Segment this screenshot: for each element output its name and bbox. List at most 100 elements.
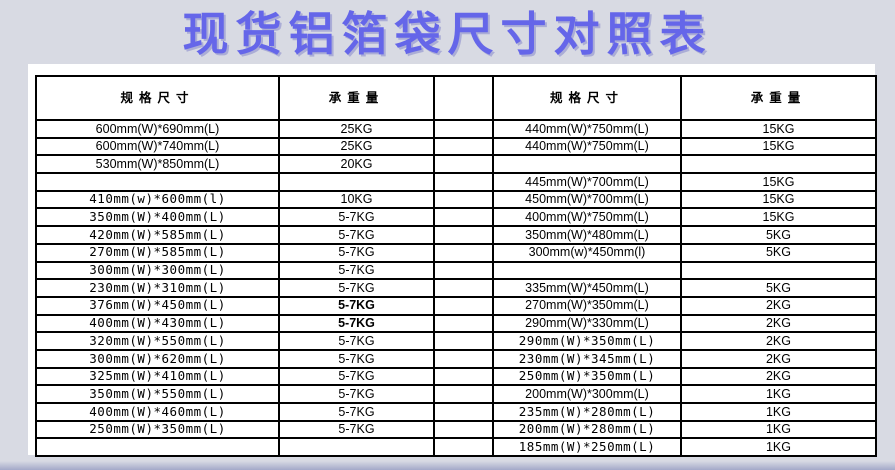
table-row: 530mm(W)*850mm(L) 20KG bbox=[35, 154, 877, 175]
left-spec-cell: 400mm(W)*460mm(L) bbox=[35, 402, 280, 422]
left-weight-cell: 5-7KG bbox=[278, 384, 435, 404]
table-row: 250mm(W)*350mm(L) 5-7KG 200mm(W)*280mm(L) 1… bbox=[35, 419, 877, 440]
left-spec-cell: 325mm(W)*410mm(L) bbox=[35, 366, 280, 387]
spacer-cell bbox=[433, 384, 494, 404]
table-row: 350mm(W)*400mm(L) 5-7KG 400mm(W)*750mm(L) 1… bbox=[35, 207, 877, 228]
spacer-cell bbox=[433, 313, 494, 334]
right-spec-cell: 400mm(W)*750mm(L) bbox=[492, 207, 682, 228]
spacer-cell bbox=[433, 136, 494, 157]
spacer-header-cell bbox=[433, 75, 494, 121]
right-spec-cell: 445mm(W)*700mm(L) bbox=[492, 172, 682, 192]
spacer-cell bbox=[433, 207, 494, 228]
left-weight-cell: 5-7KG bbox=[278, 348, 435, 369]
right-weight-cell: 1KG bbox=[680, 384, 877, 404]
spacer-cell bbox=[433, 225, 494, 245]
table-row: 400mm(W)*460mm(L) 5-7KG 235mm(W)*280mm(L) 1… bbox=[35, 402, 877, 422]
right-spec-cell: 350mm(W)*480mm(L) bbox=[492, 225, 682, 245]
right-spec-cell: 200mm(W)*280mm(L) bbox=[492, 419, 682, 440]
spacer-cell bbox=[433, 437, 494, 458]
right-weight-cell: 5KG bbox=[680, 278, 877, 298]
right-weight-cell: 2KG bbox=[680, 313, 877, 334]
right-spec-cell: 440mm(W)*750mm(L) bbox=[492, 136, 682, 157]
spacer-cell bbox=[433, 154, 494, 175]
right-weight-cell: 1KG bbox=[680, 437, 877, 458]
left-weight-cell bbox=[278, 172, 435, 192]
left-weight-cell: 10KG bbox=[278, 189, 435, 210]
right-spec-cell: 200mm(W)*300mm(L) bbox=[492, 384, 682, 404]
left-spec-cell: 600mm(W)*740mm(L) bbox=[35, 136, 280, 157]
column-header-spec-left: 规格尺寸 bbox=[35, 75, 280, 121]
right-weight-cell: 1KG bbox=[680, 419, 877, 440]
left-spec-cell: 376mm(W)*450mm(L) bbox=[35, 295, 280, 316]
right-weight-cell: 15KG bbox=[680, 172, 877, 192]
right-spec-cell: 270mm(W)*350mm(L) bbox=[492, 295, 682, 316]
table-row: 320mm(W)*550mm(L) 5-7KG 290mm(W)*350mm(L) 2… bbox=[35, 331, 877, 351]
left-spec-cell: 270mm(W)*585mm(L) bbox=[35, 242, 280, 263]
spacer-cell bbox=[433, 260, 494, 281]
left-weight-cell: 5-7KG bbox=[278, 207, 435, 228]
column-header-weight-left: 承重量 bbox=[278, 75, 435, 121]
table-row: 410mm(w)*600mm(l) 10KG 450mm(W)*700mm(L) 15… bbox=[35, 189, 877, 210]
right-weight-cell bbox=[680, 260, 877, 281]
column-header-weight-right: 承重量 bbox=[680, 75, 877, 121]
left-weight-cell bbox=[278, 437, 435, 458]
left-spec-cell: 420mm(W)*585mm(L) bbox=[35, 225, 280, 245]
right-weight-cell: 2KG bbox=[680, 348, 877, 369]
header-row: 规格尺寸 承重量 规格尺寸 承重量 bbox=[35, 75, 877, 121]
spacer-cell bbox=[433, 348, 494, 369]
spacer-cell bbox=[433, 189, 494, 210]
table-row: 600mm(W)*740mm(L) 25KG 440mm(W)*750mm(L) 15… bbox=[35, 136, 877, 157]
right-spec-cell: 250mm(W)*350mm(L) bbox=[492, 366, 682, 387]
left-spec-cell bbox=[35, 437, 280, 458]
right-spec-cell: 450mm(W)*700mm(L) bbox=[492, 189, 682, 210]
table-row: 600mm(W)*690mm(L) 25KG 440mm(W)*750mm(L) 15… bbox=[35, 119, 877, 139]
left-weight-cell: 5-7KG bbox=[278, 419, 435, 440]
left-weight-cell: 5-7KG bbox=[278, 295, 435, 316]
left-weight-cell: 5-7KG bbox=[278, 225, 435, 245]
spacer-cell bbox=[433, 419, 494, 440]
left-weight-cell: 20KG bbox=[278, 154, 435, 175]
right-weight-cell: 15KG bbox=[680, 136, 877, 157]
right-weight-cell: 15KG bbox=[680, 207, 877, 228]
right-spec-cell: 300mm(w)*450mm(l) bbox=[492, 242, 682, 263]
spacer-cell bbox=[433, 295, 494, 316]
left-weight-cell: 5-7KG bbox=[278, 313, 435, 334]
right-weight-cell: 5KG bbox=[680, 225, 877, 245]
right-spec-cell: 230mm(W)*345mm(L) bbox=[492, 348, 682, 369]
right-weight-cell: 2KG bbox=[680, 366, 877, 387]
left-spec-cell bbox=[35, 172, 280, 192]
right-spec-cell: 335mm(W)*450mm(L) bbox=[492, 278, 682, 298]
left-spec-cell: 350mm(W)*400mm(L) bbox=[35, 207, 280, 228]
left-spec-cell: 300mm(W)*620mm(L) bbox=[35, 348, 280, 369]
right-spec-cell: 290mm(W)*350mm(L) bbox=[492, 331, 682, 351]
right-spec-cell: 440mm(W)*750mm(L) bbox=[492, 119, 682, 139]
left-weight-cell: 5-7KG bbox=[278, 331, 435, 351]
table-row: 300mm(W)*620mm(L) 5-7KG 230mm(W)*345mm(L) 2… bbox=[35, 348, 877, 369]
right-spec-cell: 185mm(W)*250mm(L) bbox=[492, 437, 682, 458]
spacer-cell bbox=[433, 402, 494, 422]
page-title: 现货铝箔袋尺寸对照表 bbox=[182, 8, 713, 60]
right-weight-cell: 2KG bbox=[680, 295, 877, 316]
table-row: 376mm(W)*450mm(L) 5-7KG 270mm(W)*350mm(L) 2… bbox=[35, 295, 877, 316]
left-weight-cell: 25KG bbox=[278, 136, 435, 157]
left-spec-cell: 410mm(w)*600mm(l) bbox=[35, 189, 280, 210]
right-weight-cell bbox=[680, 154, 877, 175]
table-row: 270mm(W)*585mm(L) 5-7KG 300mm(w)*450mm(l) 5… bbox=[35, 242, 877, 263]
table-row: 445mm(W)*700mm(L) 15KG bbox=[35, 172, 877, 192]
right-spec-cell: 290mm(W)*330mm(L) bbox=[492, 313, 682, 334]
right-spec-cell bbox=[492, 260, 682, 281]
table-row: 230mm(W)*310mm(L) 5-7KG 335mm(W)*450mm(L) 5… bbox=[35, 278, 877, 298]
left-spec-cell: 300mm(W)*300mm(L) bbox=[35, 260, 280, 281]
right-weight-cell: 15KG bbox=[680, 119, 877, 139]
left-spec-cell: 600mm(W)*690mm(L) bbox=[35, 119, 280, 139]
table-row: 350mm(W)*550mm(L) 5-7KG 200mm(W)*300mm(L) 1… bbox=[35, 384, 877, 404]
table-row: 325mm(W)*410mm(L) 5-7KG 250mm(W)*350mm(L) 2… bbox=[35, 366, 877, 387]
spacer-cell bbox=[433, 331, 494, 351]
left-spec-cell: 400mm(W)*430mm(L) bbox=[35, 313, 280, 334]
table-row: 400mm(W)*430mm(L) 5-7KG 290mm(W)*330mm(L) 2… bbox=[35, 313, 877, 334]
left-spec-cell: 320mm(W)*550mm(L) bbox=[35, 331, 280, 351]
spacer-cell bbox=[433, 366, 494, 387]
left-spec-cell: 350mm(W)*550mm(L) bbox=[35, 384, 280, 404]
bottom-gradient-edge bbox=[0, 461, 895, 470]
left-weight-cell: 5-7KG bbox=[278, 260, 435, 281]
